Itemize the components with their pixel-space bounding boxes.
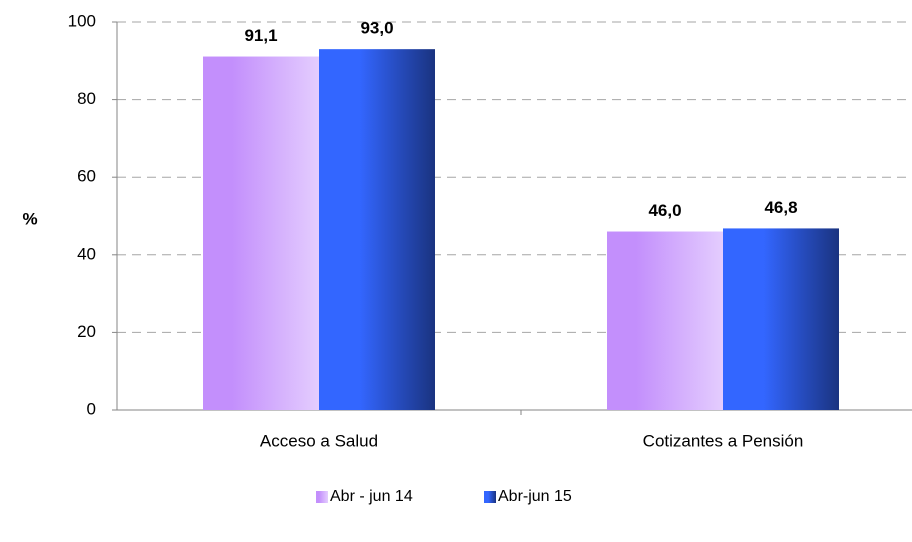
legend-swatch: [316, 491, 328, 503]
data-label: 91,1: [244, 26, 277, 45]
bar: [723, 228, 839, 410]
legend-label: Abr - jun 14: [330, 488, 413, 505]
x-tick-label: Cotizantes a Pensión: [643, 431, 804, 450]
y-tick-label: 100: [68, 11, 96, 30]
bar: [319, 49, 435, 410]
legend-swatch: [484, 491, 496, 503]
y-tick-label: 60: [77, 167, 96, 186]
bar: [203, 56, 319, 410]
legend-label: Abr-jun 15: [498, 488, 572, 505]
x-tick-label: Acceso a Salud: [260, 431, 378, 450]
data-label: 93,0: [360, 19, 393, 38]
bar: [607, 231, 723, 410]
y-tick-label: 20: [77, 322, 96, 341]
y-tick-label: 0: [87, 399, 96, 418]
data-label: 46,8: [764, 198, 797, 217]
y-axis-label: %: [22, 209, 37, 228]
y-tick-label: 80: [77, 89, 96, 108]
data-label: 46,0: [648, 201, 681, 220]
y-tick-label: 40: [77, 244, 96, 263]
